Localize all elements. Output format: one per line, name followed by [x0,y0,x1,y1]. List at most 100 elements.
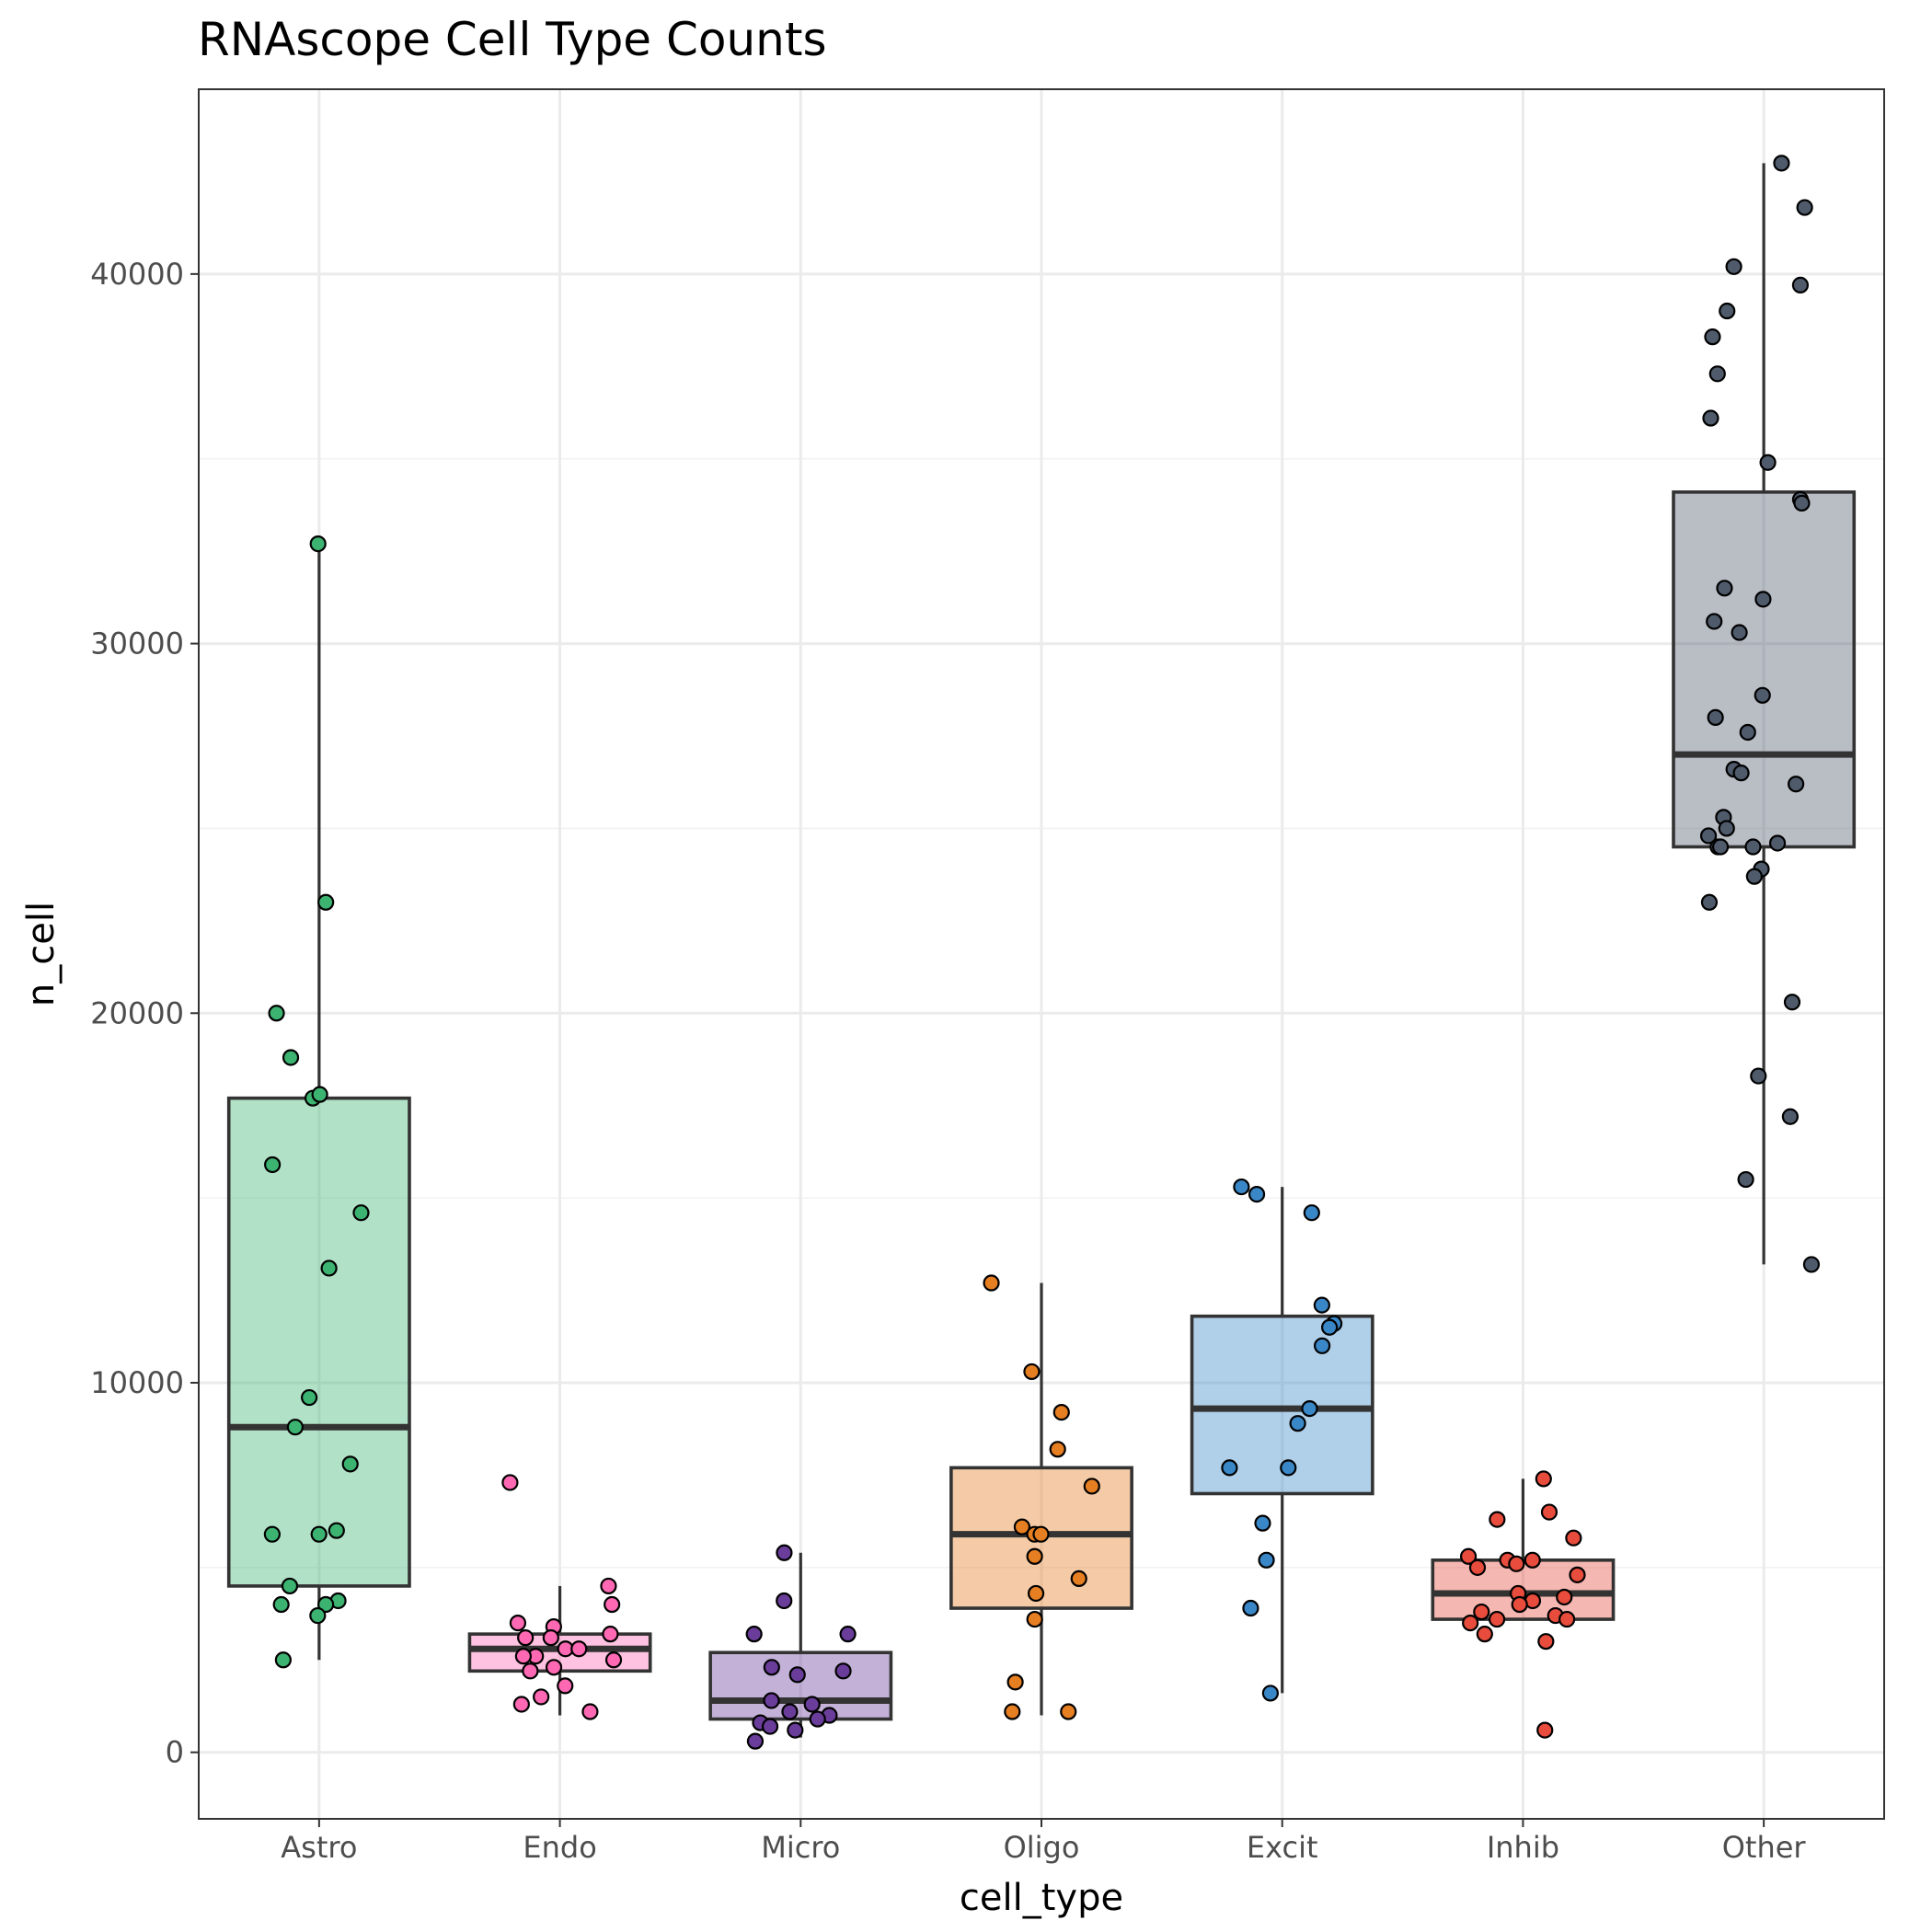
data-point [268,1005,285,1022]
box-iqr [949,1466,1133,1610]
data-point [1524,1551,1541,1569]
data-point [282,1049,300,1066]
data-point [1537,1633,1555,1650]
data-point [1707,708,1724,727]
data-point [1052,1404,1070,1421]
x-tick-label-endo: Endo [523,1830,596,1865]
data-point [1719,302,1736,320]
data-point [1248,1186,1266,1203]
data-point [1314,1337,1331,1354]
x-tick-label-oligo: Oligo [1004,1830,1080,1865]
data-point [581,1703,599,1720]
x-tick-label-micro: Micro [761,1830,840,1865]
data-point [1006,1673,1024,1691]
data-point [809,1710,826,1728]
data-point [1754,591,1772,608]
data-point [286,1419,305,1436]
data-point [1511,1595,1528,1614]
data-point [281,1577,299,1595]
data-point [983,1274,1000,1292]
data-point [341,1455,359,1473]
data-point [776,1544,793,1561]
data-point [309,1606,327,1625]
data-point [517,1629,535,1647]
data-point [787,1721,804,1739]
data-point [839,1626,857,1643]
data-point [604,1595,621,1614]
data-point [320,1259,338,1277]
data-point [1732,765,1750,782]
points-micro [745,1544,857,1750]
data-point [1313,1296,1330,1314]
data-point [1476,1626,1493,1643]
data-point [1791,276,1810,294]
x-tick-label-excit: Excit [1247,1830,1318,1865]
data-point [763,1692,780,1709]
box-iqr [226,1096,411,1588]
data-point [1745,868,1763,885]
data-point [1708,365,1726,383]
data-point [1280,1459,1297,1477]
data-point [557,1677,574,1695]
data-point [1744,838,1762,856]
data-point [1489,1511,1506,1528]
data-point [1702,409,1719,427]
x-tick-label-inhib: Inhib [1487,1830,1559,1865]
data-point [1473,1603,1490,1621]
data-point [1459,1547,1478,1565]
data-point [763,1659,780,1676]
points-other [1699,155,1821,1273]
data-point [522,1662,539,1680]
data-point [272,1595,290,1614]
data-point [1261,1685,1279,1702]
data-point [1254,1514,1271,1532]
data-point [545,1659,563,1676]
data-point [1731,624,1748,641]
box-micro [708,1552,893,1738]
points-layer [263,155,1821,1750]
data-point [264,1156,282,1174]
y-tick-label: 20000 [90,995,184,1030]
data-point [512,1696,530,1713]
data-point [1536,1721,1554,1739]
data-point [1793,494,1811,512]
data-point [1221,1459,1238,1477]
data-point [1070,1570,1087,1587]
data-point [1462,1614,1479,1632]
y-tick-label: 0 [166,1735,184,1770]
data-point [1788,776,1805,793]
data-point [776,1592,793,1610]
points-oligo [983,1274,1100,1720]
data-point [1540,1503,1558,1521]
data-point [1704,328,1721,346]
box-iqr [1672,490,1857,849]
data-point [602,1626,619,1643]
data-point [1718,820,1735,837]
data-point [1032,1525,1050,1543]
data-point [1725,258,1742,275]
y-tick-label: 10000 [90,1365,184,1400]
data-point [1558,1610,1576,1628]
data-point [1488,1610,1506,1628]
y-axis-title: n_cell [20,902,63,1006]
data-point [1289,1415,1306,1432]
data-point [1796,199,1813,216]
data-point [542,1629,559,1647]
points-inhib [1459,1470,1586,1739]
data-point [781,1703,799,1720]
axes-layer: 0 10000 20000 30000 40000 Astro Endo Micro Oligo… [90,257,1806,1865]
data-point [604,1651,623,1669]
data-point [1301,1400,1318,1418]
data-point [1049,1441,1066,1458]
data-point [1569,1566,1586,1583]
data-point [1768,834,1787,852]
data-point [1750,1067,1767,1085]
data-point [509,1614,527,1632]
data-point [1802,1256,1821,1273]
data-point [1303,1204,1320,1222]
data-point [1233,1178,1250,1196]
data-point [600,1577,617,1595]
points-astro [263,535,370,1669]
